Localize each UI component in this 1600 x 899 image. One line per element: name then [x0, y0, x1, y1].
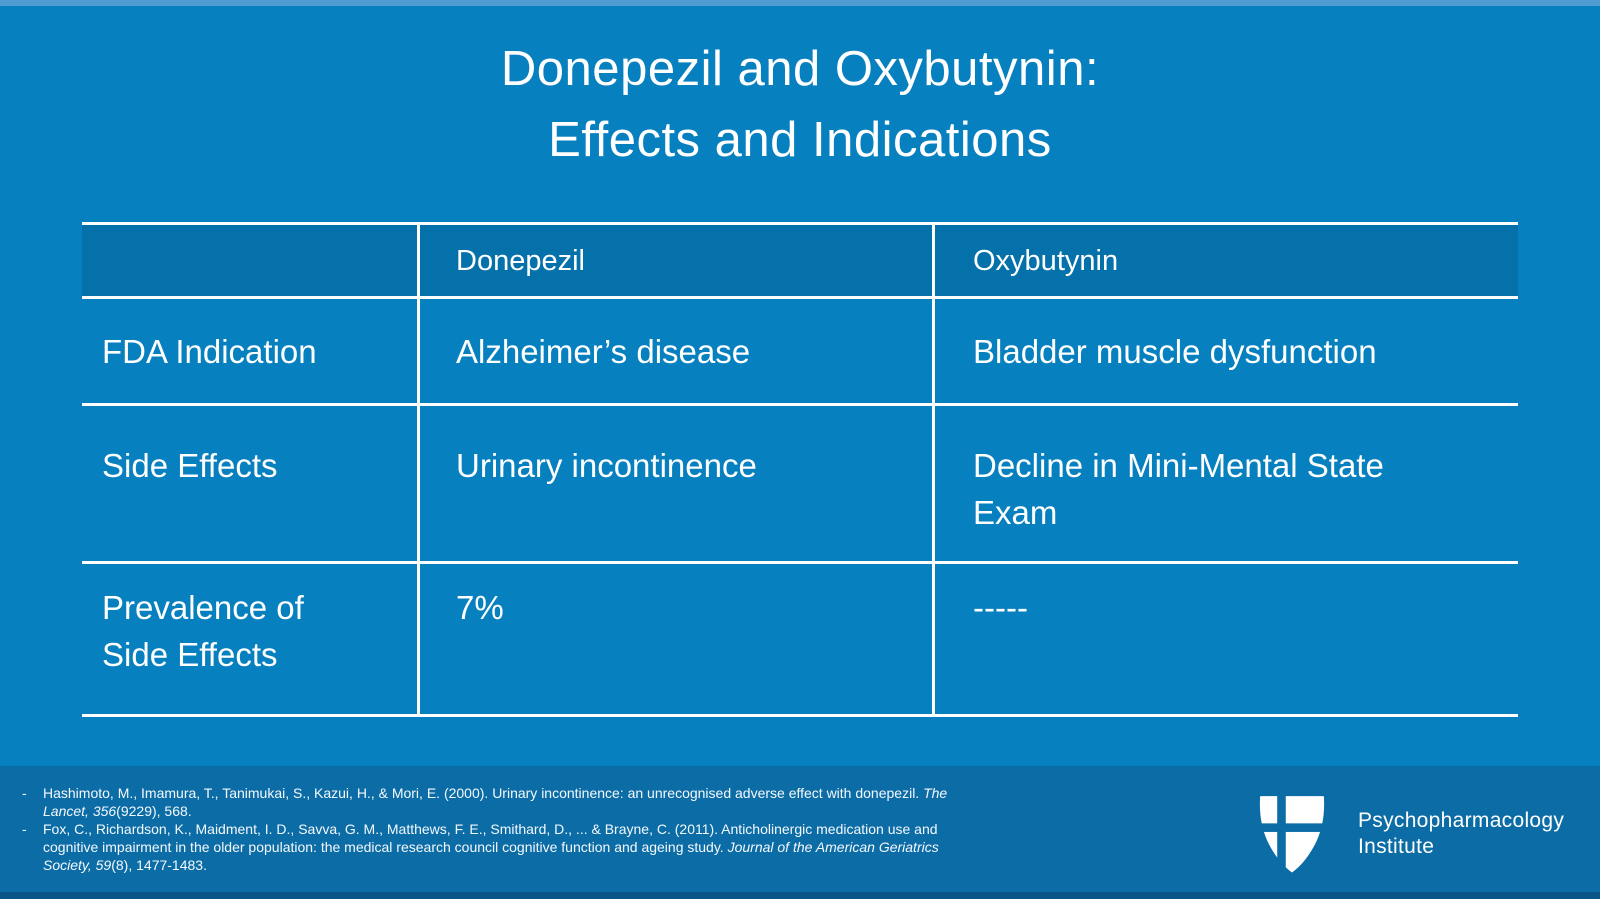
table-header-oxybutynin: Oxybutynin	[932, 225, 1518, 296]
psychopharmacology-institute-logo: Psychopharmacology Institute	[1253, 793, 1564, 874]
reference-list: - Hashimoto, M., Imamura, T., Tanimukai, …	[22, 784, 967, 874]
reference-item: - Hashimoto, M., Imamura, T., Tanimukai, …	[22, 784, 967, 820]
reference-item: - Fox, C., Richardson, K., Maidment, I. D…	[22, 820, 967, 874]
title-line-2: Effects and Indications	[548, 113, 1052, 167]
cell-donepezil-side-effects: Urinary incontinence	[417, 406, 932, 561]
logo-text: Psychopharmacology Institute	[1358, 808, 1564, 860]
table-header-empty-cell	[82, 225, 417, 296]
reference-journal-italic: Journal of the American Geriatrics Socie…	[43, 839, 939, 873]
row-label-prevalence: Prevalence of Side Effects	[102, 589, 304, 673]
row-label-side-effects: Side Effects	[102, 447, 278, 484]
bottom-edge-strip	[0, 892, 1600, 899]
logo-line-2: Institute	[1358, 834, 1435, 858]
reference-text: (8), 1477-1483.	[111, 857, 207, 873]
cell-donepezil-prevalence: 7%	[417, 564, 932, 714]
cell-oxybutynin-side-effects: Decline in Mini-Mental State Exam	[932, 406, 1518, 561]
logo-line-1: Psychopharmacology	[1358, 808, 1565, 832]
comparison-table: Donepezil Oxybutynin FDA Indication Alzh…	[82, 222, 1518, 717]
table-header-donepezil: Donepezil	[417, 225, 932, 296]
table-row-prevalence: Prevalence of Side Effects 7% -----	[82, 561, 1518, 714]
cell-oxybutynin-fda-indication: Bladder muscle dysfunction	[932, 299, 1518, 403]
slide-title: Donepezil and Oxybutynin: Effects and In…	[0, 34, 1600, 176]
reference-journal-italic: The Lancet, 356	[43, 785, 948, 819]
reference-dash: -	[22, 821, 27, 837]
shield-logo-icon	[1253, 793, 1331, 874]
cell-donepezil-fda-indication: Alzheimer’s disease	[417, 299, 932, 403]
reference-dash: -	[22, 785, 27, 801]
reference-text: (9229), 568.	[116, 803, 192, 819]
reference-text: Hashimoto, M., Imamura, T., Tanimukai, S…	[43, 785, 924, 801]
row-label-fda-indication: FDA Indication	[102, 333, 317, 370]
title-line-1: Donepezil and Oxybutynin:	[500, 42, 1100, 96]
table-header-row: Donepezil Oxybutynin	[82, 222, 1518, 296]
cell-oxybutynin-prevalence: -----	[932, 564, 1518, 714]
table-row-side-effects: Side Effects Urinary incontinence Declin…	[82, 403, 1518, 561]
top-edge-strip	[0, 0, 1600, 6]
table-row-fda-indication: FDA Indication Alzheimer’s disease Bladd…	[82, 296, 1518, 403]
footer-band: - Hashimoto, M., Imamura, T., Tanimukai, …	[0, 766, 1600, 892]
reference-text: Fox, C., Richardson, K., Maidment, I. D.…	[43, 821, 938, 855]
